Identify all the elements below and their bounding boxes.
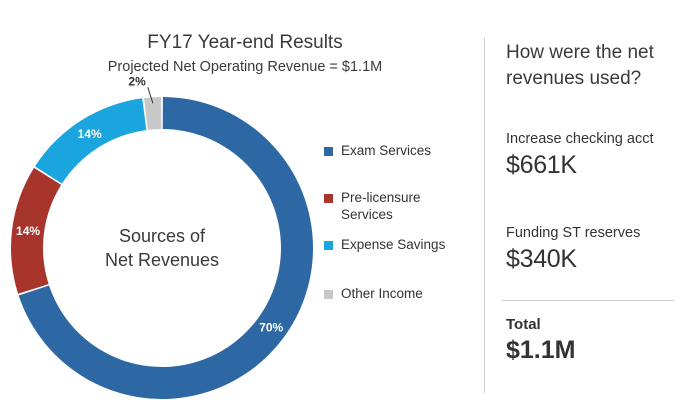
vertical-divider bbox=[484, 38, 485, 393]
checking-value: $661K bbox=[506, 151, 577, 179]
slice-label-pre-licensure: 14% bbox=[16, 224, 40, 238]
donut-chart: 70% 14% 14% 2% Sources of Net Revenues bbox=[10, 74, 313, 400]
chart-subtitle: Projected Net Operating Revenue = $1.1M bbox=[107, 59, 383, 75]
legend-swatch bbox=[324, 290, 333, 299]
slice-pre-licensure bbox=[10, 167, 62, 294]
slice-expense-savings bbox=[34, 98, 147, 184]
slice-label-exam-services: 70% bbox=[259, 320, 283, 334]
center-label-line: Sources of bbox=[119, 226, 206, 246]
legend-label: Pre-licensure Services bbox=[341, 190, 421, 222]
slice-label-other-income: 2% bbox=[128, 74, 146, 88]
center-label-line: Net Revenues bbox=[105, 250, 219, 270]
legend-swatch bbox=[324, 194, 333, 203]
total-value: $1.1M bbox=[506, 336, 576, 364]
slice-other-income bbox=[143, 97, 162, 130]
total-label: Total bbox=[506, 316, 541, 333]
legend-item-expense-savings: Expense Savings bbox=[324, 236, 494, 253]
legend-swatch bbox=[324, 147, 333, 156]
legend-label: Exam Services bbox=[341, 143, 432, 158]
side-question: How were the net revenues used? bbox=[506, 42, 654, 89]
reserves-label: Funding ST reserves bbox=[506, 225, 641, 241]
total-divider bbox=[502, 300, 674, 301]
slice-label-expense-savings: 14% bbox=[78, 127, 102, 141]
legend-label: Other Income bbox=[341, 286, 423, 301]
legend-label: Expense Savings bbox=[341, 237, 446, 252]
legend-swatch bbox=[324, 241, 333, 250]
legend-item-exam-services: Exam Services bbox=[324, 142, 494, 159]
legend-item-pre-licensure: Pre-licensure Services bbox=[324, 189, 494, 223]
chart-title: FY17 Year-end Results bbox=[147, 32, 343, 53]
reserves-value: $340K bbox=[506, 245, 577, 273]
checking-label: Increase checking acct bbox=[506, 131, 654, 147]
legend-item-other-income: Other Income bbox=[324, 285, 494, 302]
leader-line-other-income bbox=[147, 87, 154, 104]
